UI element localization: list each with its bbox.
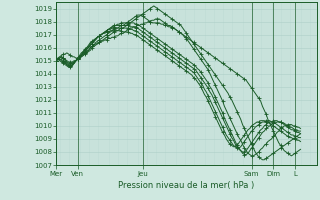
X-axis label: Pression niveau de la mer( hPa ): Pression niveau de la mer( hPa ): [118, 181, 254, 190]
